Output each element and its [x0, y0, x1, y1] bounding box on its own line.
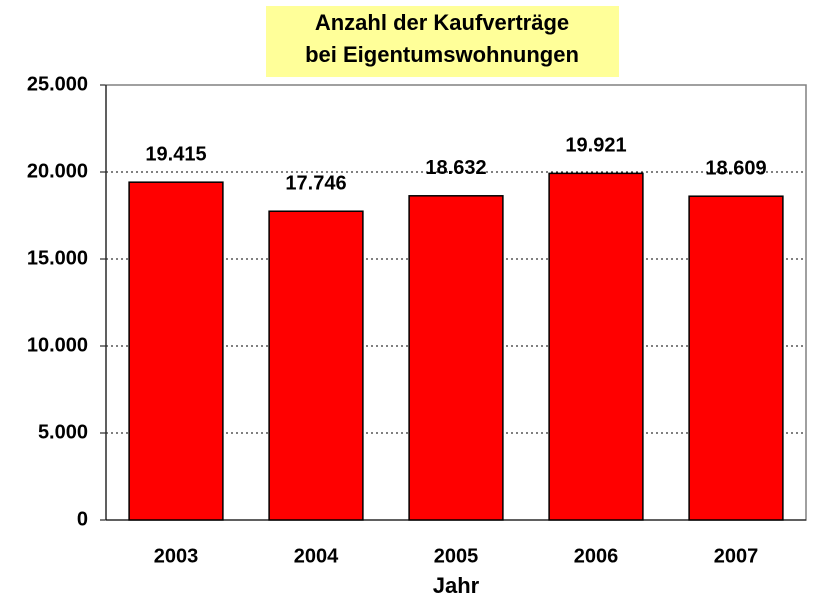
value-label: 19.415 — [145, 143, 206, 165]
bar — [268, 210, 364, 521]
bar — [128, 181, 224, 521]
bar — [548, 172, 644, 521]
x-tick-label: 2006 — [574, 545, 619, 567]
x-tick-label: 2004 — [294, 545, 339, 567]
value-label: 18.609 — [705, 157, 766, 179]
chart-title: Anzahl der Kaufverträge — [315, 10, 569, 35]
x-axis-label: Jahr — [433, 573, 480, 598]
title-box — [266, 6, 619, 77]
x-tick-label: 2003 — [154, 545, 199, 567]
value-label: 19.921 — [565, 135, 626, 157]
y-tick-label: 20.000 — [27, 160, 88, 182]
x-tick-label: 2005 — [434, 545, 479, 567]
bar — [688, 195, 784, 521]
x-tick-label: 2007 — [714, 545, 759, 567]
bar — [408, 195, 504, 521]
y-tick-label: 0 — [77, 508, 88, 530]
chart-title: bei Eigentumswohnungen — [305, 42, 579, 67]
y-tick-label: 10.000 — [27, 334, 88, 356]
y-tick-label: 5.000 — [38, 421, 88, 443]
y-tick-label: 15.000 — [27, 247, 88, 269]
y-tick-label: 25.000 — [27, 73, 88, 95]
value-label: 17.746 — [285, 173, 346, 195]
value-label: 18.632 — [425, 157, 486, 179]
